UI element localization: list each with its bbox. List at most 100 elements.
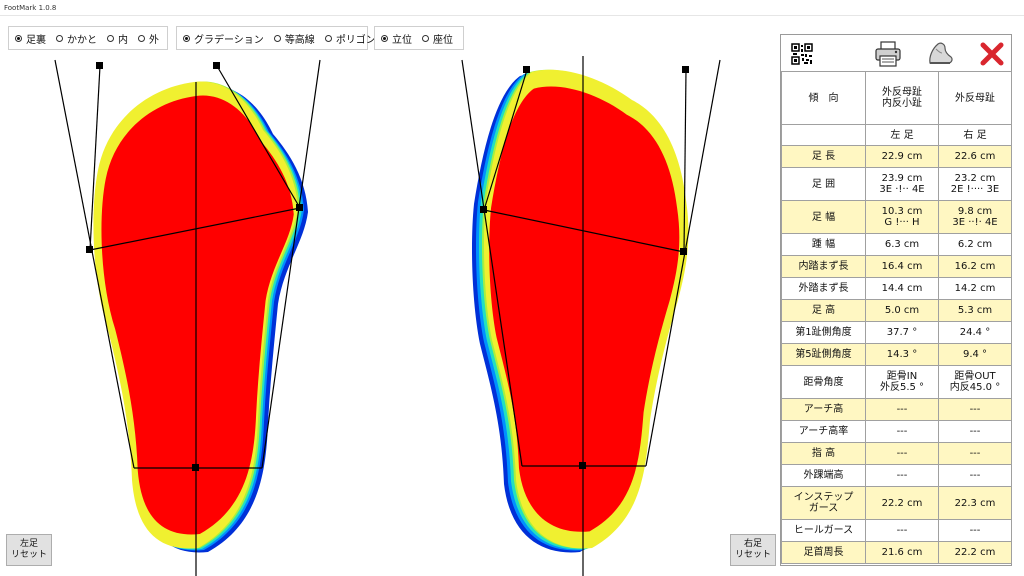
left-value-line: 3E ·!·· 4E xyxy=(879,184,925,195)
left-value: 14.4 cm xyxy=(865,277,939,300)
right-value-line: 22.3 cm xyxy=(954,497,996,509)
row-label: 第1趾側角度 xyxy=(781,321,866,344)
radio-button-icon[interactable] xyxy=(381,34,388,42)
left-value: 22.9 cm xyxy=(865,145,939,168)
row-label: 第5趾側角度 xyxy=(781,343,866,366)
right-value-line: --- xyxy=(969,525,981,536)
left-foot-header: 左 足 xyxy=(865,124,939,146)
right-value-line: 22.2 cm xyxy=(954,547,996,558)
right-value-line: --- xyxy=(969,448,981,459)
radio-button-icon[interactable] xyxy=(422,34,429,42)
left-tendency-line: 内反小趾 xyxy=(882,98,922,109)
radio-button-icon[interactable] xyxy=(324,34,332,42)
left-value: 21.6 cm xyxy=(865,541,939,564)
left-reset-button[interactable]: 左足 リセット xyxy=(6,534,52,566)
right-value-line: 3E ··!· 4E xyxy=(952,217,998,228)
table-row: アーチ高率 --- --- xyxy=(781,420,1012,443)
left-value: --- xyxy=(865,464,939,487)
print-icon[interactable] xyxy=(873,39,903,69)
table-header-row: 傾 向外反母趾 内反小趾 外反母趾 xyxy=(781,71,1012,125)
close-icon[interactable] xyxy=(977,39,1007,69)
left-foot-handles[interactable] xyxy=(86,62,303,471)
row-label: インステップ ガース xyxy=(781,486,866,520)
left-value-line: 10.3 cm xyxy=(881,206,923,217)
left-value-line: 5.0 cm xyxy=(884,305,920,316)
left-value: 23.9 cm 3E ·!·· 4E xyxy=(865,167,939,201)
right-value-line: --- xyxy=(969,404,981,415)
row-label: 足 幅 xyxy=(781,200,866,234)
posture-radio-1[interactable]: 座位 xyxy=(422,31,453,46)
right-value: 23.2 cm 2E !···· 3E xyxy=(938,167,1012,201)
right-value-line: --- xyxy=(969,426,981,437)
view-radio-2[interactable]: 内 xyxy=(107,31,128,46)
left-value: 22.2 cm xyxy=(865,486,939,520)
right-foot-header: 右 足 xyxy=(938,124,1012,146)
right-value-line: 24.4 ° xyxy=(959,327,991,338)
row-label: 指 高 xyxy=(781,442,866,465)
right-foot-handles[interactable] xyxy=(480,66,689,469)
radio-button-icon[interactable] xyxy=(15,34,22,42)
left-value: 14.3 ° xyxy=(865,343,939,366)
radio-button-icon[interactable] xyxy=(56,34,63,42)
left-value: --- xyxy=(865,420,939,443)
row-label: 外踏まず長 xyxy=(781,277,866,300)
right-value: 距骨OUT 内反45.0 ° xyxy=(938,365,1012,399)
side-empty xyxy=(781,124,866,146)
table-row: 踵 幅 6.3 cm 6.2 cm xyxy=(781,233,1012,256)
tendency-label: 傾 向 xyxy=(781,71,866,125)
left-value-line: 22.2 cm xyxy=(881,497,923,509)
left-tendency: 外反母趾 内反小趾 xyxy=(865,71,939,125)
left-value: 10.3 cm G !··· H xyxy=(865,200,939,234)
right-value: 14.2 cm xyxy=(938,277,1012,300)
left-value: --- xyxy=(865,398,939,421)
radio-button-icon[interactable] xyxy=(183,34,190,42)
left-value-line: --- xyxy=(896,525,908,536)
table-row: ヒールガース --- --- xyxy=(781,519,1012,542)
left-value-line: 6.3 cm xyxy=(884,239,920,250)
right-value-line: 23.2 cm xyxy=(954,173,996,184)
table-row: インステップ ガース 22.2 cm 22.3 cm xyxy=(781,486,1012,520)
measurement-table: 傾 向外反母趾 内反小趾 外反母趾左 足右 足足 長 22.9 cm 22.6 cm 足 … xyxy=(781,71,1012,564)
display-radio-1[interactable]: 等高線 xyxy=(273,31,315,46)
row-label: 足首周長 xyxy=(781,541,866,564)
posture-radio-label: 立位 xyxy=(392,34,412,46)
posture-radio-0[interactable]: 立位 xyxy=(381,31,412,46)
right-tendency-line: 外反母趾 xyxy=(955,92,995,104)
left-value-line: 距骨IN xyxy=(886,371,918,382)
display-radio-2[interactable]: ポリゴン xyxy=(324,31,376,46)
radio-button-icon[interactable] xyxy=(107,34,114,42)
table-row: 指 高 --- --- xyxy=(781,442,1012,465)
display-radio-0[interactable]: グラデーション xyxy=(183,31,264,46)
right-value: 22.6 cm xyxy=(938,145,1012,168)
right-reset-button[interactable]: 右足 リセット xyxy=(730,534,776,566)
table-row: 距骨角度 距骨IN 外反5.5 ° 距骨OUT 内反45.0 ° xyxy=(781,365,1012,399)
foot-scan-canvas[interactable] xyxy=(0,16,780,576)
view-radio-1[interactable]: かかと xyxy=(56,31,97,46)
view-radio-0[interactable]: 足裏 xyxy=(15,31,46,46)
left-reset-label-2: リセット xyxy=(10,550,47,560)
view-radio-label: 足裏 xyxy=(26,34,46,46)
left-value: --- xyxy=(865,519,939,542)
row-label: 足 長 xyxy=(781,145,866,168)
right-value-line: 5.3 cm xyxy=(957,305,993,316)
row-label: 踵 幅 xyxy=(781,233,866,256)
view-radio-3[interactable]: 外 xyxy=(138,31,159,46)
left-value-line: 14.4 cm xyxy=(881,283,923,294)
qr-code-icon[interactable] xyxy=(787,39,817,69)
left-value: 37.7 ° xyxy=(865,321,939,344)
panel-toolbar xyxy=(781,35,1011,73)
row-label: 距骨角度 xyxy=(781,365,866,399)
right-value: 9.8 cm 3E ··!· 4E xyxy=(938,200,1012,234)
row-label: アーチ高 xyxy=(781,398,866,421)
shoe-icon[interactable] xyxy=(925,39,955,69)
left-tendency-line: 外反母趾 xyxy=(882,87,922,98)
view-radio-label: 内 xyxy=(118,34,128,46)
right-value: 9.4 ° xyxy=(938,343,1012,366)
left-value-line: 14.3 ° xyxy=(886,349,918,360)
table-row: 外踏まず長 14.4 cm 14.2 cm xyxy=(781,277,1012,300)
left-value: 5.0 cm xyxy=(865,299,939,322)
radio-button-icon[interactable] xyxy=(273,34,281,42)
radio-button-icon[interactable] xyxy=(138,34,145,42)
left-value-line: 外反5.5 ° xyxy=(879,382,925,393)
row-label: 足 囲 xyxy=(781,167,866,201)
